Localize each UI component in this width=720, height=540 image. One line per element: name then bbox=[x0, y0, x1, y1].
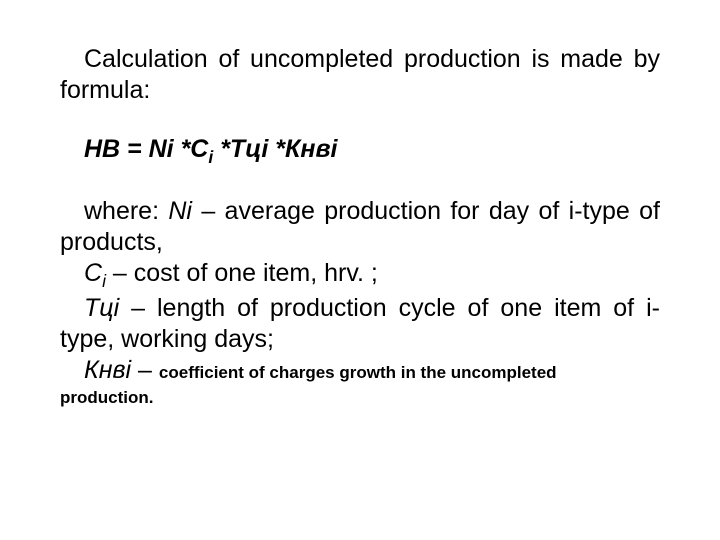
formula-t1: Ni bbox=[149, 135, 181, 163]
def-knvi-line: Кнві – coefficient of charges growth in … bbox=[60, 355, 660, 386]
formula-star3: * bbox=[275, 135, 285, 163]
sym-knvi: Кнві bbox=[84, 356, 131, 384]
formula-star2: * bbox=[220, 135, 230, 163]
formula-t2a: С bbox=[190, 135, 208, 163]
def-knvi-dash: – bbox=[131, 356, 159, 384]
def-tci-line: Тці – length of production cycle of one … bbox=[60, 293, 660, 356]
def-tci-text: – length of production cycle of one item… bbox=[60, 294, 660, 353]
def-ni-line: where: Ni – average production for day o… bbox=[60, 196, 660, 259]
def-knvi-tail: production. bbox=[60, 387, 660, 408]
formula-star1: * bbox=[181, 135, 191, 163]
formula-eq: = bbox=[120, 135, 149, 163]
sym-ci: С bbox=[84, 259, 102, 287]
formula-lhs: НВ bbox=[84, 135, 120, 163]
definitions: where: Ni – average production for day o… bbox=[60, 196, 660, 408]
intro-text: Calculation of uncompleted production is… bbox=[60, 44, 660, 107]
def-ci-text: – cost of one item, hrv. ; bbox=[106, 259, 378, 287]
formula: НВ = Ni *Сі *Тці *Кнві bbox=[60, 135, 660, 168]
def-ci-line: Сі – cost of one item, hrv. ; bbox=[60, 258, 660, 293]
def-knvi-text: coefficient of charges growth in the unc… bbox=[159, 363, 557, 382]
formula-t4: Кнві bbox=[285, 135, 338, 163]
sym-ni: Ni bbox=[168, 197, 192, 225]
formula-t3: Тці bbox=[230, 135, 275, 163]
where-prefix: where: bbox=[84, 197, 168, 225]
sym-tci: Тці bbox=[84, 294, 119, 322]
